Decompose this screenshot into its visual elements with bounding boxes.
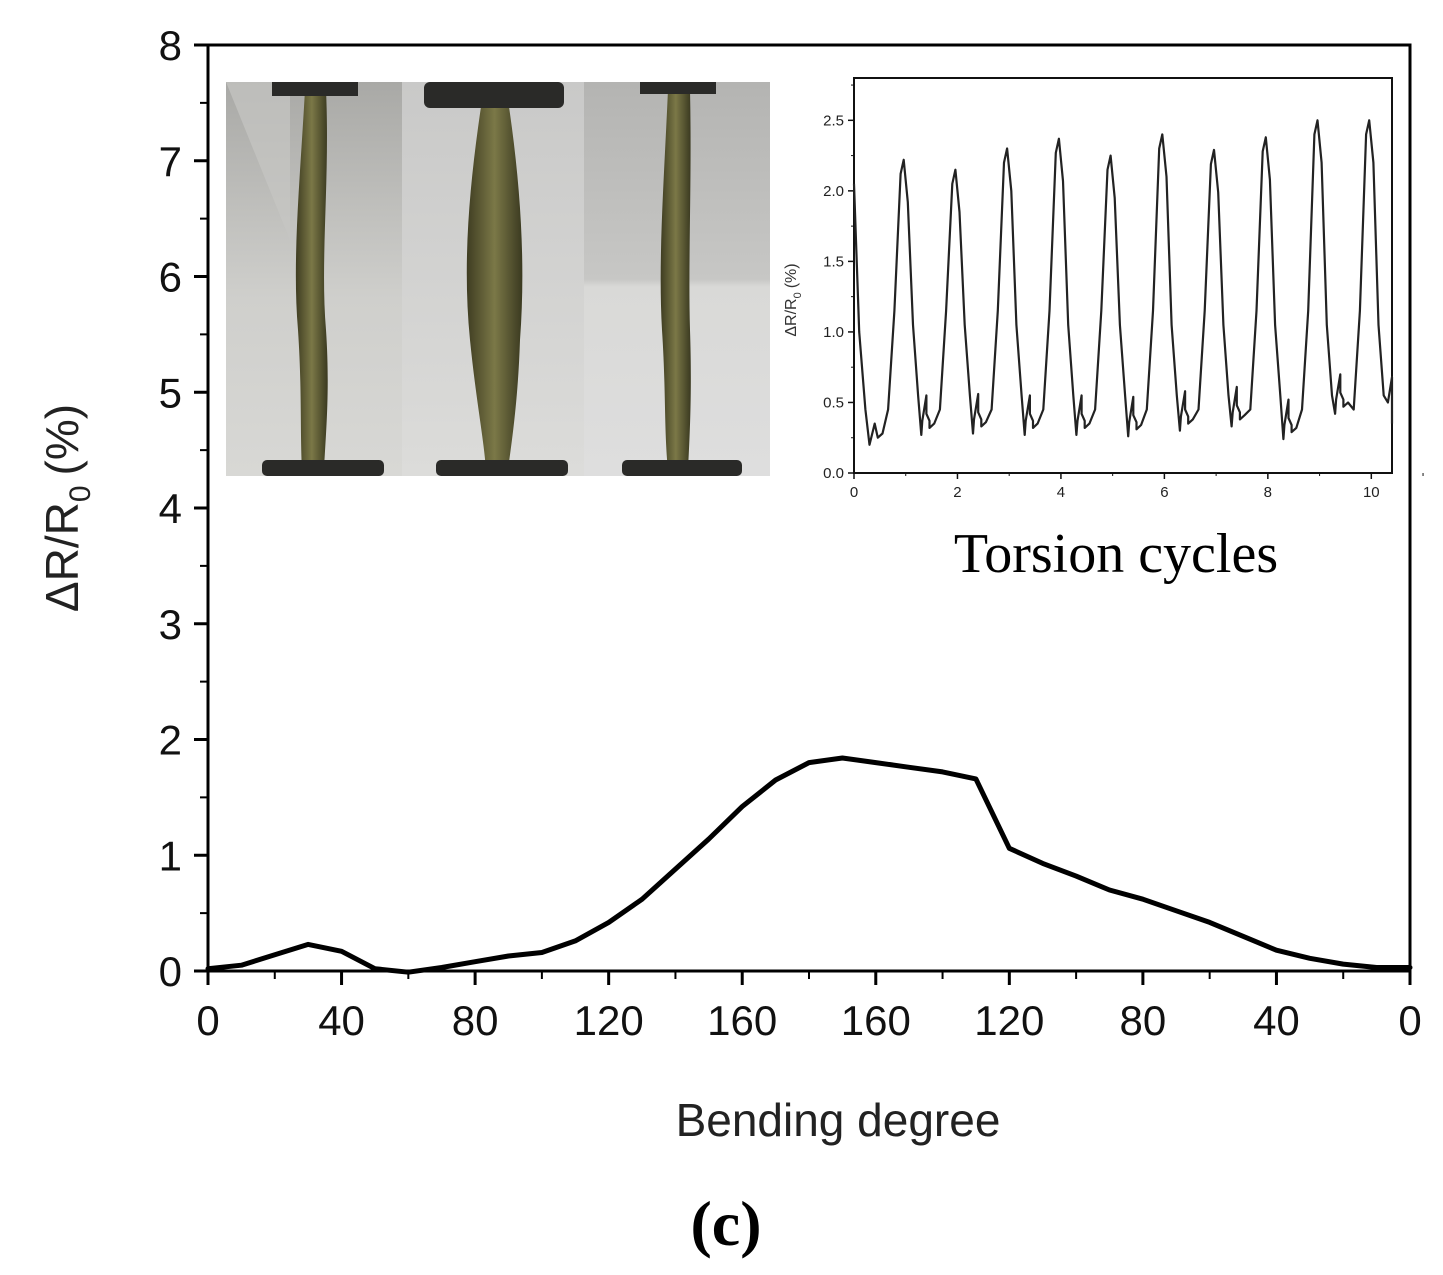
photo-frame-3-strip [660,90,691,470]
inset-y-tick-label: 2.0 [823,183,844,200]
inset-x-tick-label: 8 [1264,484,1272,501]
main-y-tick-label: 5 [159,369,182,416]
main-y-axis: 0 1 2 3 4 5 6 7 8 [159,22,208,995]
photo-frame-3-top-clamp [640,82,716,94]
photo-frame-3-bottom-clamp [622,460,742,476]
main-x-tick-label: 0 [1398,997,1421,1044]
inset-y-axis-title: ΔR/R0(%) [783,263,804,336]
photo-frame-2-bottom-clamp [436,460,568,476]
inset-y-tick-label: 1.5 [823,253,844,270]
inset-y-axis: 0.0 0.5 1.0 1.5 2.0 2.5 [823,84,854,482]
main-x-tick-label: 160 [707,997,777,1044]
inset-x-axis-title: Torsion cycles [954,523,1278,585]
main-x-axis-title: Bending degree [676,1094,1001,1146]
inset-y-tick-label: 2.5 [823,112,844,129]
main-y-tick-label: 3 [159,601,182,648]
inset-y-tick-label: 0.5 [823,394,844,411]
inset-x-tick-label: 2 [953,484,961,501]
main-y-tick-label: 2 [159,717,182,764]
main-y-tick-label: 6 [159,254,182,301]
photo-frame-1-shadow [226,82,290,240]
inset-series-line [852,119,1394,446]
main-x-tick-label: 80 [452,997,499,1044]
inset-x-axis: 0 2 4 6 8 10 [850,473,1424,501]
main-series-line [205,755,1413,975]
panel-label: (c) [690,1188,761,1259]
inset-x-tick-label: 0 [850,484,858,501]
inset-x-tick-label: 10 [1363,484,1380,501]
photo-frame-2-top-clamp [424,82,564,108]
main-y-tick-label: 7 [159,138,182,185]
main-x-tick-label: 120 [574,997,644,1044]
main-x-tick-label: 40 [318,997,365,1044]
inset-x-tick-label: 4 [1057,484,1065,501]
inset-y-tick-label: 1.0 [823,324,844,341]
main-y-tick-label: 4 [159,485,182,532]
inset-x-tick-label: 6 [1160,484,1168,501]
main-y-tick-label: 8 [159,22,182,69]
photo-frame-1-top-clamp [272,82,358,96]
main-x-tick-label: 40 [1253,997,1300,1044]
main-x-axis: 0 40 80 120 160 160 120 80 40 0 [196,971,1422,1044]
main-x-tick-label: 120 [974,997,1044,1044]
inset-plot-frame [853,77,1393,474]
inset-y-tick-label: 0.0 [823,465,844,482]
photo-frame-1-bottom-clamp [262,460,384,476]
main-y-tick-label: 0 [159,948,182,995]
main-x-tick-label: 0 [196,997,219,1044]
main-x-tick-label: 160 [841,997,911,1044]
photo-frame-1-strip [295,90,328,470]
main-x-tick-label: 80 [1120,997,1167,1044]
main-y-axis-title: ΔR/R0(%) [36,404,97,612]
main-y-tick-label: 1 [159,832,182,879]
photo-frame-2-strip [466,100,523,470]
inset-photo [226,82,770,476]
